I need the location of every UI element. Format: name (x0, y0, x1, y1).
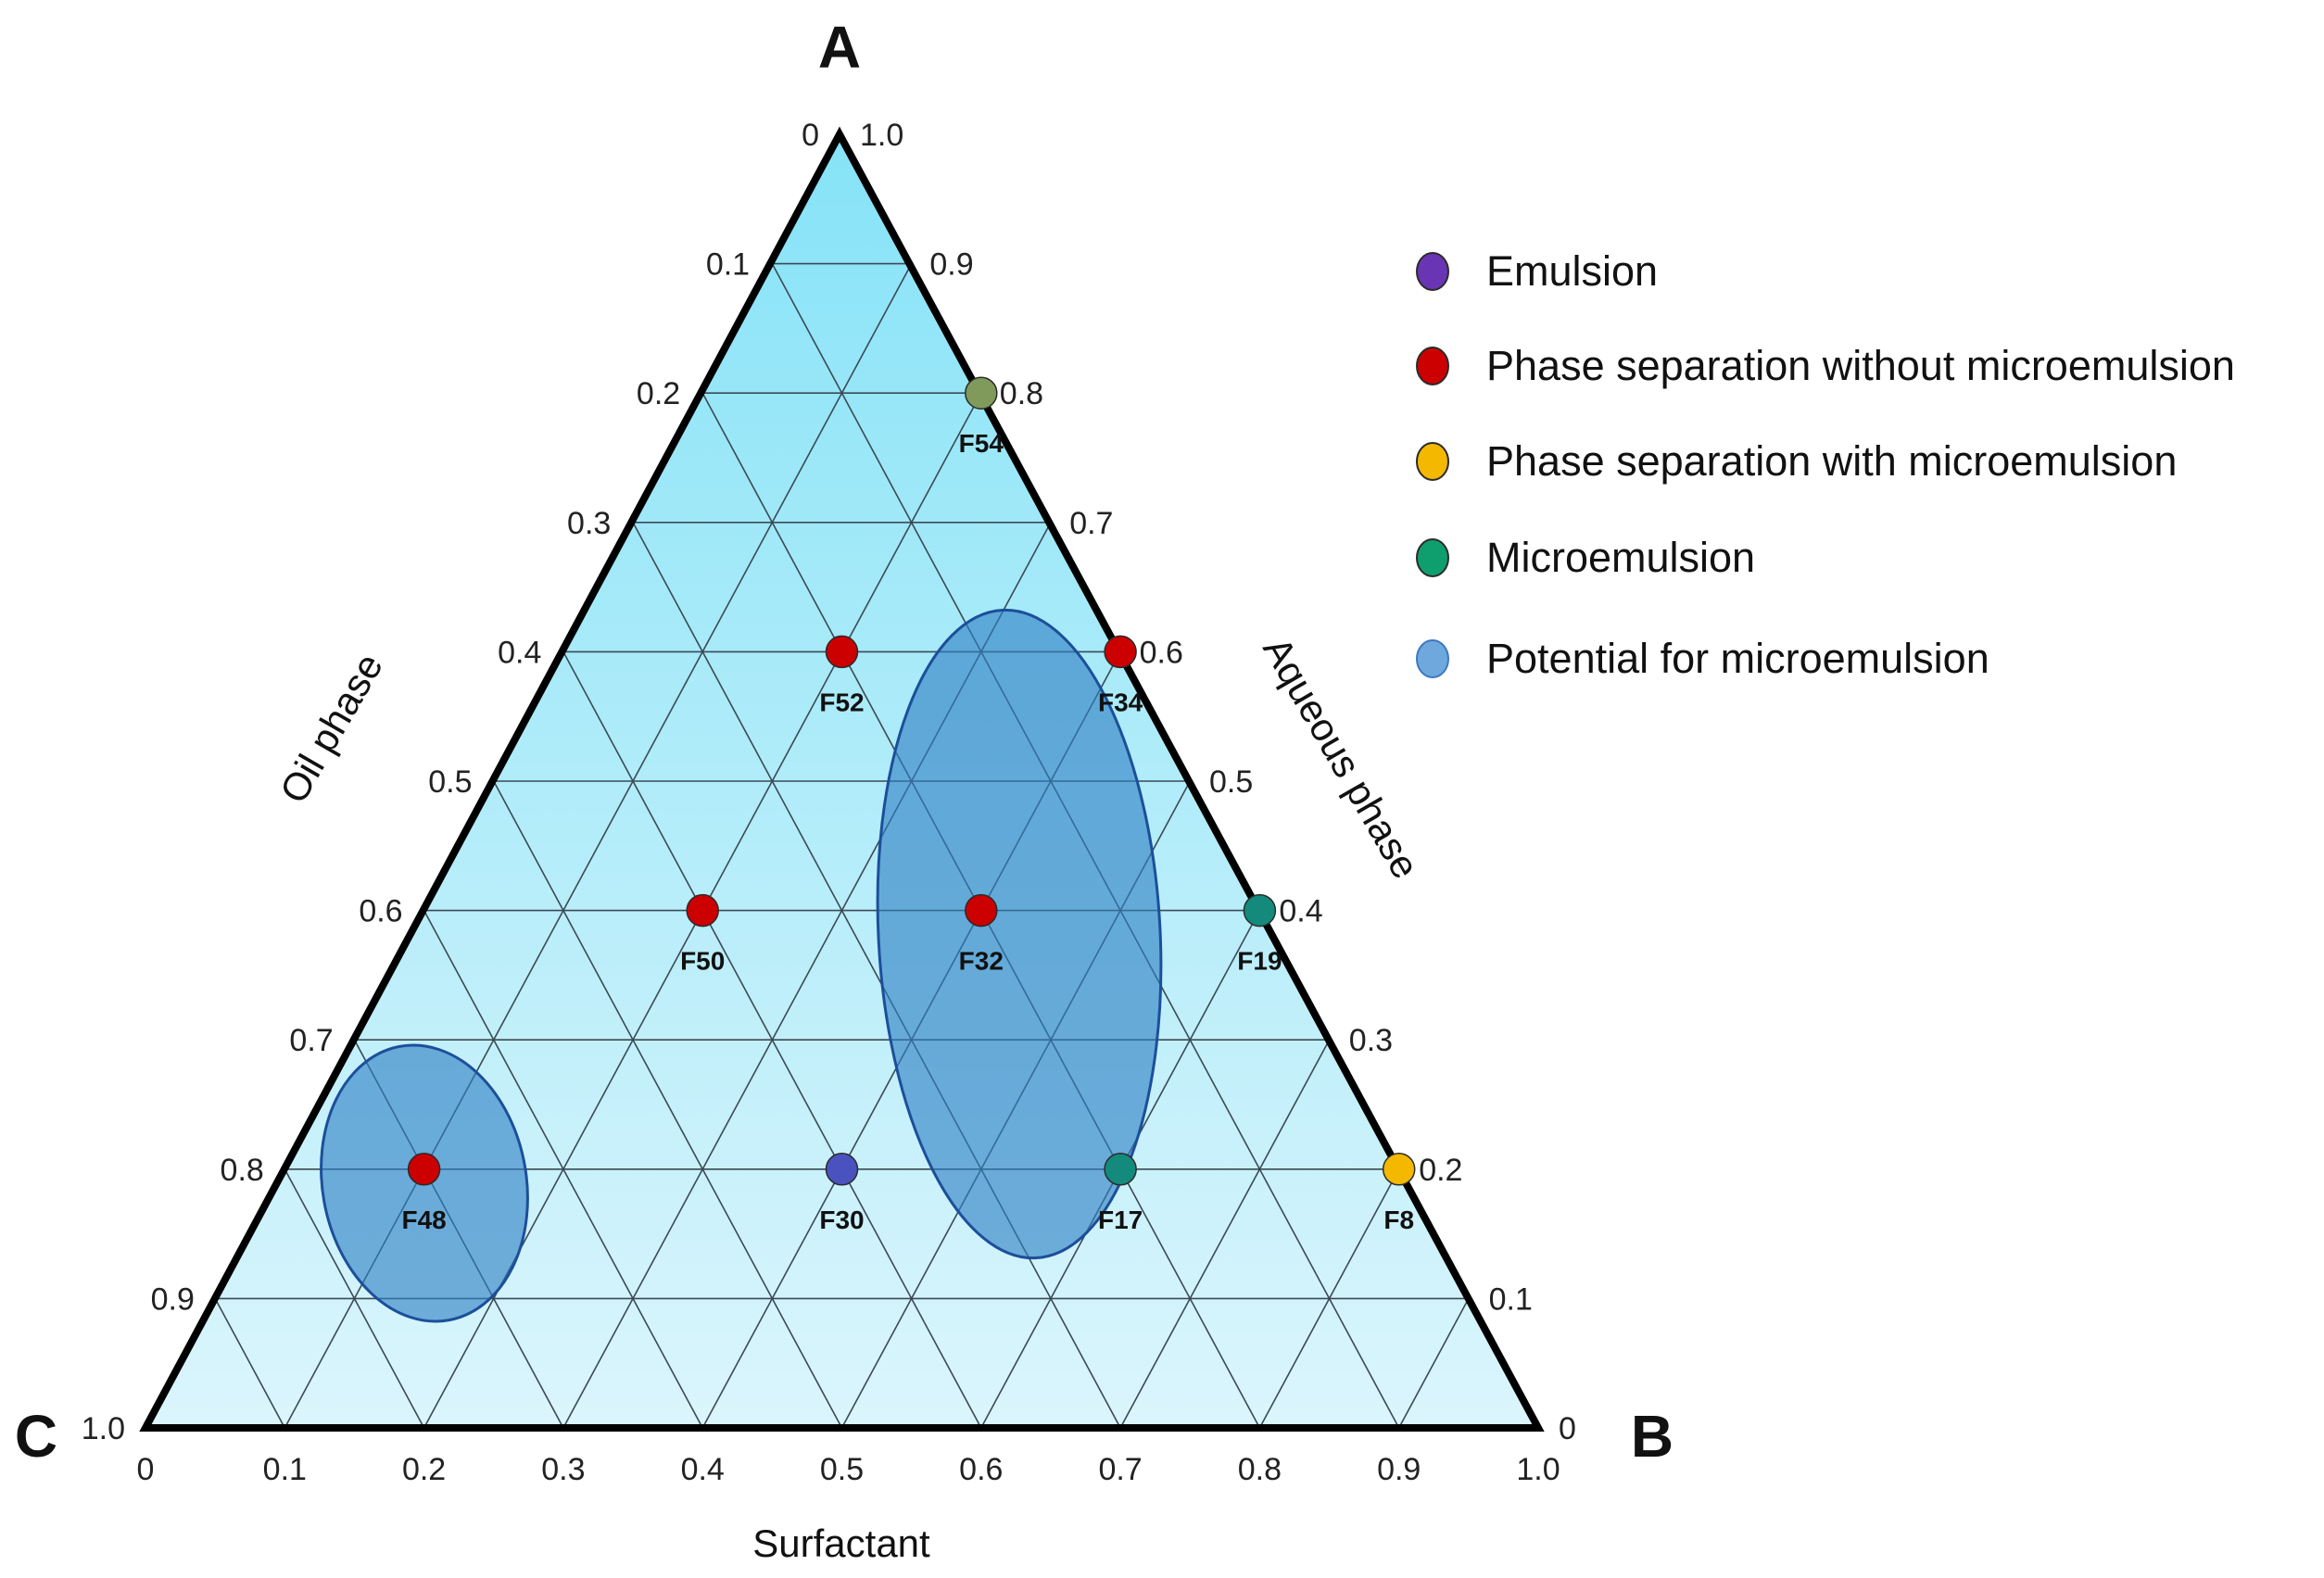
point-label-f50: F50 (680, 947, 725, 976)
legend-marker-potential (1416, 639, 1449, 678)
tick-surfactant-0: 0 (137, 1452, 155, 1487)
tick-oil-4: 0.4 (498, 635, 541, 670)
point-f50 (686, 893, 719, 928)
tick-surfactant-10: 1.0 (1516, 1452, 1560, 1487)
point-label-f19: F19 (1237, 947, 1282, 976)
tick-aqueous-3: 0.7 (1069, 506, 1113, 541)
tick-oil-0: 0 (802, 118, 819, 153)
point-label-f54: F54 (959, 429, 1004, 458)
tick-surfactant-6: 0.6 (959, 1452, 1003, 1487)
point-f8 (1382, 1153, 1416, 1186)
tick-oil-1: 0.1 (706, 247, 750, 283)
legend-marker-sep_without (1416, 347, 1449, 385)
point-f48 (407, 1153, 441, 1186)
grid-line-aqueous (214, 1298, 286, 1429)
legend-label-potential: Potential for microemulsion (1486, 635, 1989, 682)
tick-aqueous-9: 0.1 (1489, 1281, 1533, 1317)
tick-aqueous-0: 1.0 (860, 118, 903, 153)
tick-aqueous-8: 0.2 (1419, 1153, 1462, 1188)
tick-surfactant-9: 0.9 (1377, 1452, 1421, 1487)
vertex-label-b: B (1631, 1403, 1674, 1470)
point-f52 (825, 635, 859, 669)
tick-surfactant-2: 0.2 (402, 1452, 446, 1487)
tick-surfactant-8: 0.8 (1238, 1452, 1282, 1487)
point-f30 (825, 1153, 859, 1186)
tick-aqueous-7: 0.3 (1349, 1023, 1393, 1058)
point-f17 (1104, 1153, 1137, 1186)
point-f34 (1104, 635, 1137, 669)
tick-aqueous-5: 0.5 (1209, 764, 1253, 800)
tick-oil-2: 0.2 (637, 376, 680, 411)
point-label-f8: F8 (1383, 1206, 1414, 1234)
grid-line-surfactant (1258, 1168, 1400, 1429)
point-label-f48: F48 (401, 1206, 446, 1234)
legend-label-microemulsion: Microemulsion (1486, 534, 1755, 581)
tick-surfactant-3: 0.3 (541, 1452, 585, 1487)
tick-surfactant-5: 0.5 (820, 1452, 864, 1487)
tick-oil-7: 0.7 (289, 1023, 333, 1058)
tick-oil-8: 0.8 (221, 1153, 264, 1188)
tick-oil-6: 0.6 (359, 894, 402, 929)
grid-line-aqueous (632, 522, 1121, 1429)
point-f32 (965, 893, 998, 928)
legend-label-sep_without: Phase separation without microemulsion (1486, 342, 2235, 389)
tick-oil-3: 0.3 (567, 506, 611, 541)
point-f54 (965, 376, 998, 410)
point-label-f32: F32 (959, 947, 1004, 976)
tick-aqueous-4: 0.6 (1140, 635, 1183, 670)
tick-oil-5: 0.5 (428, 764, 472, 800)
point-label-f30: F30 (819, 1206, 864, 1234)
vertex-label-c: C (15, 1403, 57, 1470)
tick-surfactant-4: 0.4 (681, 1452, 725, 1487)
axis-title-oil-phase: Oil phase (272, 646, 391, 810)
grid-line-aqueous (493, 780, 843, 1429)
legend-marker-sep_with (1416, 442, 1449, 481)
axis-title-aqueous-phase: Aqueous phase (1255, 630, 1428, 886)
legend-marker-microemulsion (1416, 538, 1449, 577)
point-label-f52: F52 (819, 688, 864, 716)
point-label-f34: F34 (1098, 688, 1143, 716)
tick-aqueous-1: 0.9 (929, 247, 973, 283)
legend-marker-emulsion (1416, 252, 1449, 291)
triangle-outline (139, 126, 1545, 1432)
legend-label-emulsion: Emulsion (1486, 247, 1658, 295)
tick-aqueous-6: 0.4 (1279, 894, 1322, 929)
grid-line-aqueous (423, 910, 703, 1429)
tick-surfactant-7: 0.7 (1098, 1452, 1142, 1487)
potential-region-right (876, 608, 1163, 1260)
point-label-f17: F17 (1098, 1206, 1143, 1234)
grid-line-surfactant (1397, 1298, 1470, 1429)
tick-surfactant-1: 0.1 (263, 1452, 307, 1487)
tick-aqueous-10: 0 (1559, 1411, 1576, 1446)
legend-label-sep_with: Phase separation with microemulsion (1486, 437, 2177, 485)
tick-oil-10: 1.0 (82, 1411, 125, 1446)
vertex-label-a: A (818, 14, 861, 81)
point-f19 (1243, 893, 1277, 928)
axis-title-surfactant: Surfactant (752, 1521, 930, 1565)
legend: Emulsion Phase separation without microem… (1416, 247, 2235, 682)
grid-line-aqueous (284, 1168, 425, 1429)
tick-oil-9: 0.9 (151, 1281, 195, 1317)
grid-line-surfactant (1119, 1039, 1331, 1429)
tick-aqueous-2: 0.8 (1000, 376, 1043, 411)
